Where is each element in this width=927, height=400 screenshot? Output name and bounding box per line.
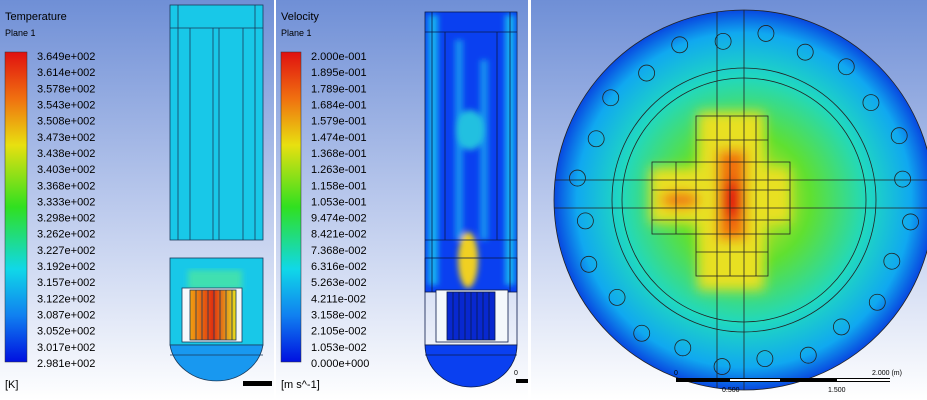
legend-label: 8.421e-002	[311, 229, 367, 241]
bolt-hole	[868, 293, 886, 311]
legend-label: 1.158e-001	[311, 180, 367, 192]
panel-subtitle: Plane 1	[281, 28, 312, 38]
bolt-hole	[894, 170, 912, 188]
bolt-hole	[837, 58, 855, 76]
bolt-hole	[757, 25, 775, 42]
legend-label: 1.684e-001	[311, 99, 367, 111]
legend-label: 4.211e-002	[311, 293, 366, 305]
legend-label: 1.895e-001	[311, 67, 367, 79]
bolt-hole	[602, 89, 620, 107]
scale-bar	[837, 379, 890, 381]
bolt-hole	[587, 130, 605, 148]
legend-label: 9.474e-002	[311, 213, 367, 225]
legend-label: 3.403e+002	[37, 164, 95, 176]
bolt-hole	[890, 127, 908, 145]
legend-label: 5.263e-002	[311, 277, 367, 289]
legend-label: 1.368e-001	[311, 148, 367, 160]
cross-section	[553, 9, 927, 391]
legend-label: 1.789e-001	[311, 83, 367, 95]
legend-label: 3.649e+002	[37, 51, 95, 63]
legend-label: 3.017e+002	[37, 342, 95, 354]
legend-label: 3.192e+002	[37, 261, 95, 273]
bolt-hole	[580, 255, 598, 273]
bolt-hole	[576, 212, 594, 230]
legend-label: 3.438e+002	[37, 148, 95, 160]
legend-label: 1.053e-002	[311, 342, 367, 354]
legend-label: 2.981e+002	[37, 358, 95, 370]
legend-label: 3.298e+002	[37, 213, 95, 225]
legend-label: 7.368e-002	[311, 245, 367, 257]
bolt-hole	[671, 36, 689, 54]
bolt-hole	[902, 213, 919, 231]
legend-label: 0.000e+000	[311, 358, 369, 370]
legend-label: 2.000e-001	[311, 51, 367, 63]
scale-label: 0	[674, 370, 678, 377]
scale-bar	[516, 379, 528, 383]
bolt-hole	[796, 43, 814, 61]
bolt-hole	[713, 358, 731, 375]
legend-label: 3.473e+002	[37, 132, 95, 144]
legend-label: 3.578e+002	[37, 83, 95, 95]
legend-label: 1.053e-001	[311, 196, 367, 208]
legend-label: 3.614e+002	[37, 67, 95, 79]
legend-label: 3.368e+002	[37, 180, 95, 192]
bolt-hole	[756, 350, 774, 368]
scale-label: 0	[514, 370, 518, 377]
legend-label: 3.157e+002	[37, 277, 95, 289]
bolt-hole	[674, 339, 692, 357]
panel-subtitle: Plane 1	[5, 28, 36, 38]
scale-bar	[243, 381, 272, 386]
bolt-hole	[799, 346, 817, 364]
legend-label: 3.262e+002	[37, 229, 95, 241]
legend-label: 3.122e+002	[37, 293, 95, 305]
legend-label: 3.052e+002	[37, 326, 95, 338]
bolt-hole	[638, 64, 655, 82]
scale-bar	[676, 378, 890, 382]
colorbar	[4, 51, 28, 363]
unit-label: [K]	[5, 379, 18, 391]
legend-label: 1.263e-001	[311, 164, 367, 176]
legend-label: 2.105e-002	[311, 326, 367, 338]
unit-label: [m s^-1]	[281, 379, 320, 391]
legend-label: 3.543e+002	[37, 99, 95, 111]
bolt-hole	[633, 324, 651, 342]
scale-label: 2.000 (m)	[872, 370, 902, 377]
velocity-geometry	[424, 11, 518, 388]
legend-label: 3.227e+002	[37, 245, 95, 257]
scale-label: 1.500	[828, 387, 846, 394]
legend-label: 1.474e-001	[311, 132, 367, 144]
temperature-geometry	[169, 4, 264, 382]
bolt-hole	[862, 94, 880, 111]
legend-label: 1.579e-001	[311, 116, 367, 128]
scale-label: 0.500	[722, 387, 740, 394]
bolt-hole	[608, 289, 626, 306]
legend-label: 3.333e+002	[37, 196, 95, 208]
bolt-hole	[714, 32, 732, 50]
bolt-hole	[833, 318, 850, 336]
panel-title: Velocity	[281, 11, 319, 23]
bolt-hole	[883, 252, 901, 270]
colorbar	[280, 51, 302, 363]
legend-label: 3.087e+002	[37, 310, 95, 322]
panel-title: Temperature	[5, 11, 67, 23]
legend-label: 6.316e-002	[311, 261, 367, 273]
legend-label: 3.508e+002	[37, 116, 95, 128]
scale-bar	[730, 379, 780, 381]
legend-label: 3.158e-002	[311, 310, 367, 322]
bolt-hole	[569, 169, 586, 187]
